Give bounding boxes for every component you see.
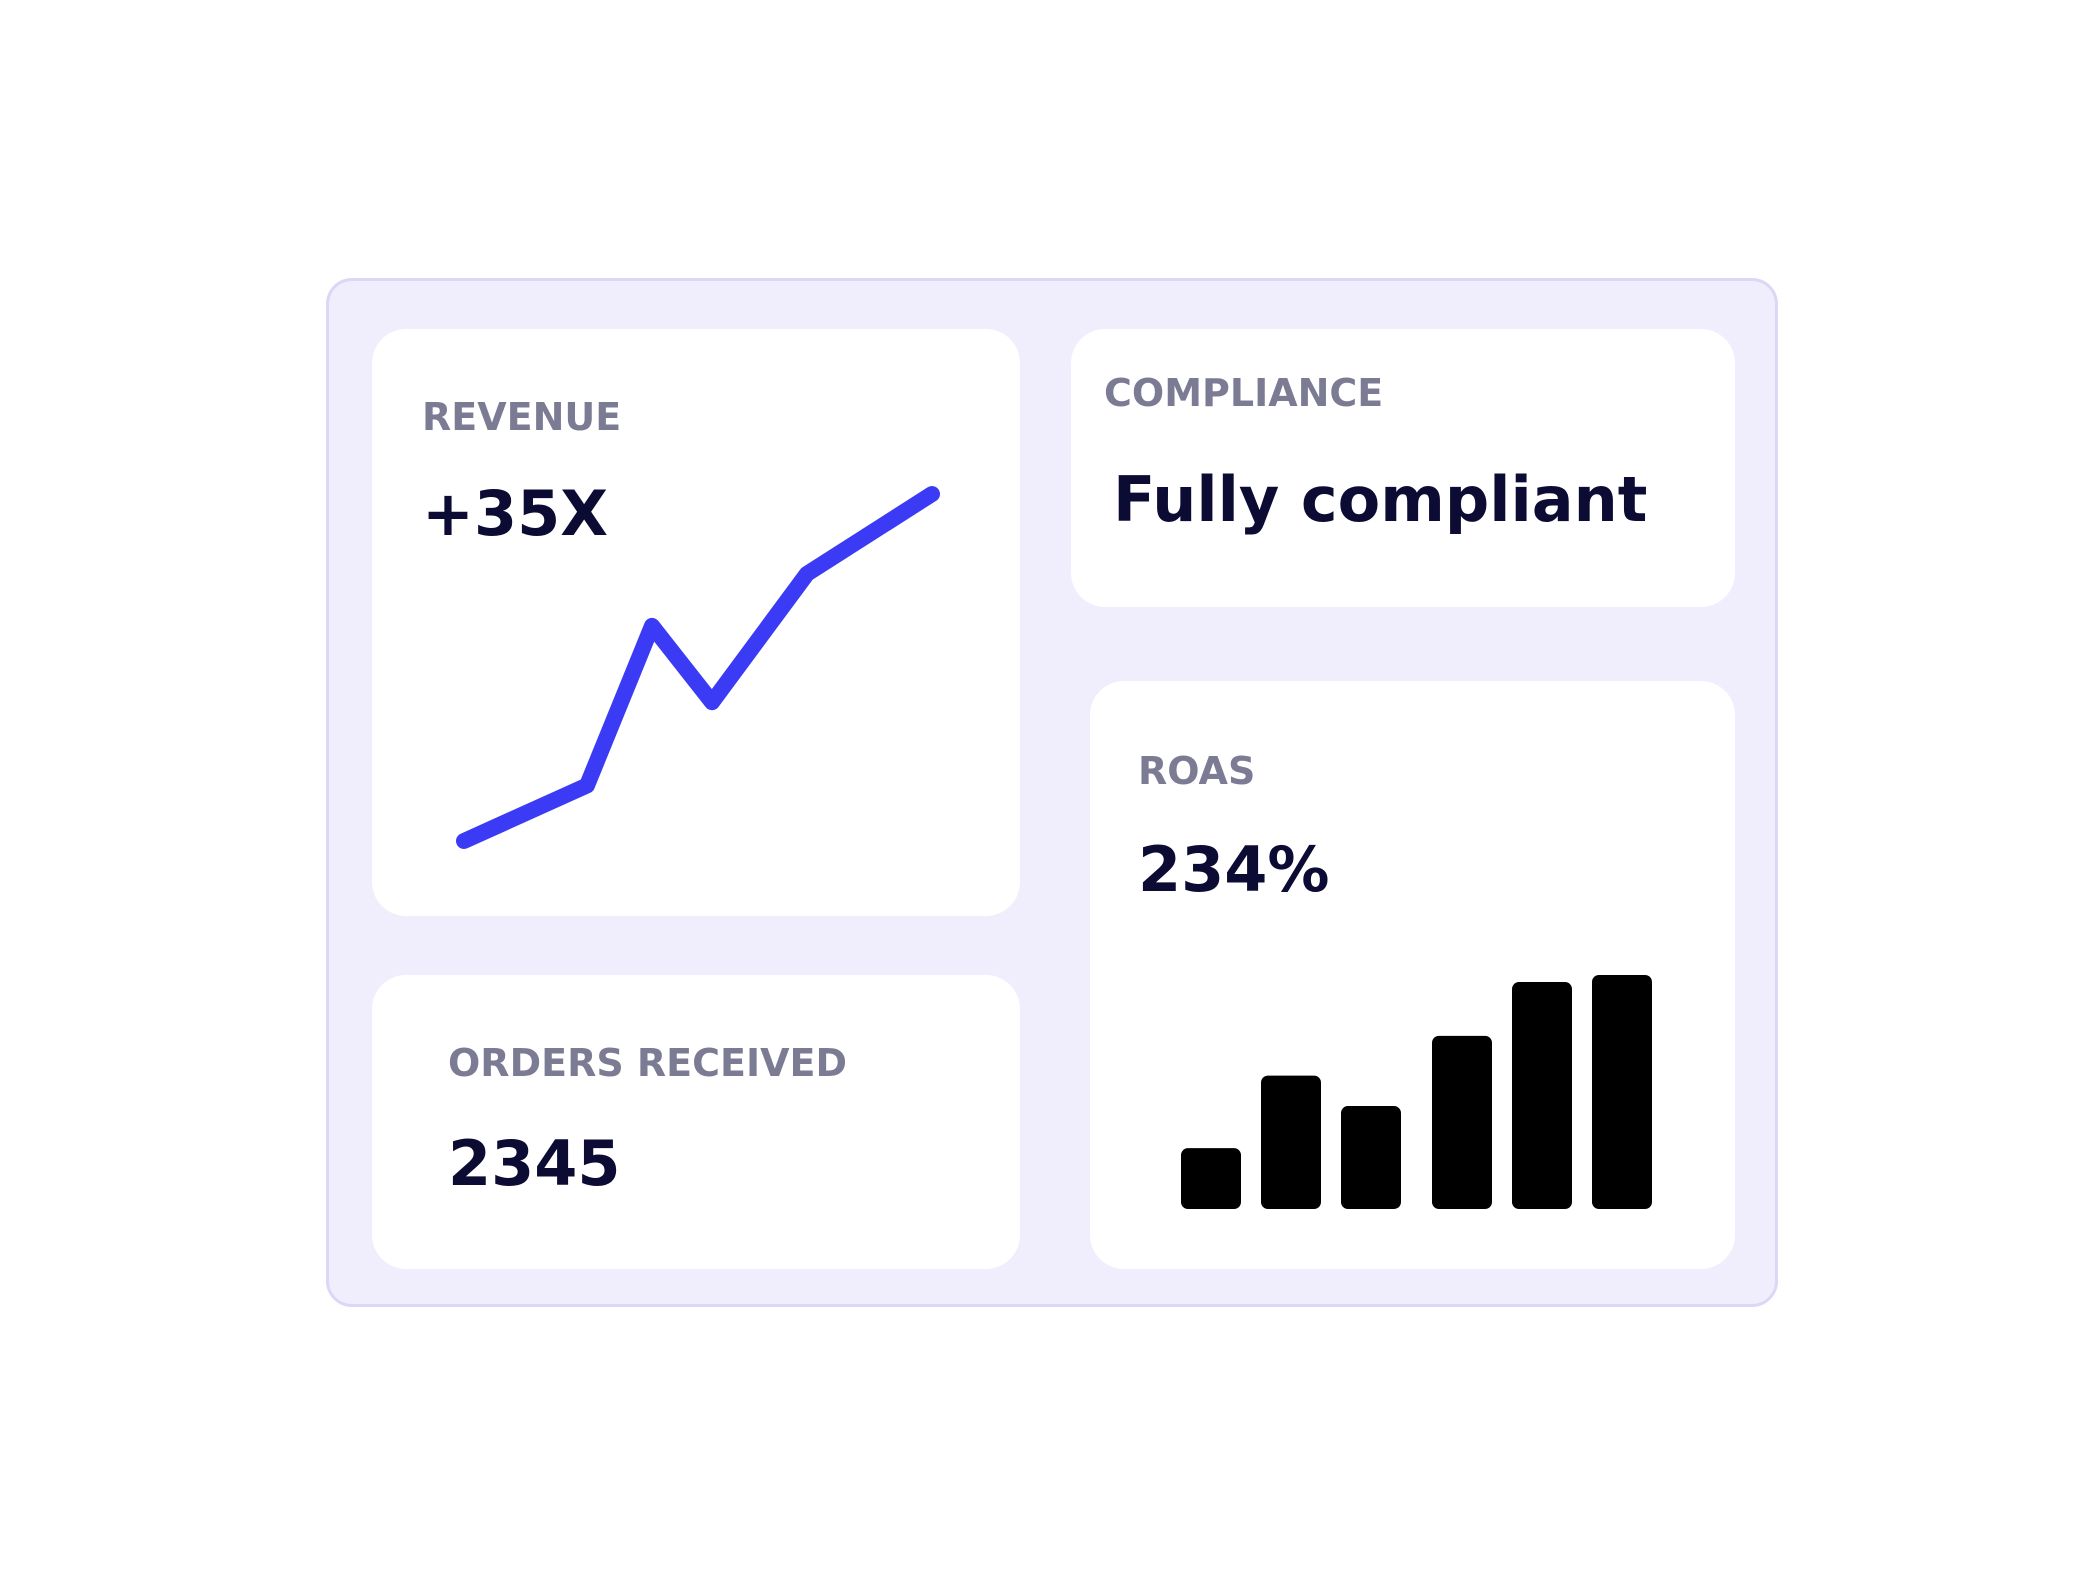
compliance-card: COMPLIANCE Fully compliant xyxy=(1071,329,1735,607)
revenue-label: REVENUE xyxy=(422,395,622,439)
orders-card: ORDERS RECEIVED 2345 xyxy=(372,975,1020,1269)
roas-card: ROAS 234% xyxy=(1090,681,1735,1269)
roas-bar xyxy=(1592,975,1652,1209)
compliance-label: COMPLIANCE xyxy=(1104,371,1384,415)
roas-value: 234% xyxy=(1138,833,1330,906)
roas-bar xyxy=(1432,1035,1492,1209)
roas-label: ROAS xyxy=(1138,749,1256,793)
orders-value: 2345 xyxy=(448,1127,621,1200)
roas-bar xyxy=(1181,1148,1241,1209)
roas-bar xyxy=(1341,1106,1401,1209)
revenue-value: +35X xyxy=(422,477,609,550)
roas-bar xyxy=(1261,1075,1321,1209)
roas-bar-chart xyxy=(1181,975,1652,1209)
compliance-value: Fully compliant xyxy=(1113,463,1648,536)
roas-bar xyxy=(1512,982,1572,1209)
revenue-trend-chart xyxy=(456,486,940,849)
orders-label: ORDERS RECEIVED xyxy=(448,1041,848,1085)
revenue-trend-line xyxy=(456,486,940,849)
revenue-card: REVENUE +35X xyxy=(372,329,1020,916)
